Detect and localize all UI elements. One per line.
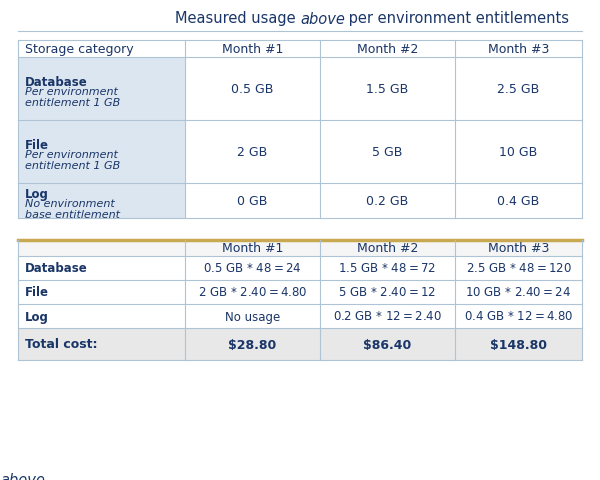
Bar bbox=[18, 240, 582, 360]
Text: 0.4 GB * $12 = $4.80: 0.4 GB * $12 = $4.80 bbox=[464, 310, 573, 323]
Text: File: File bbox=[25, 286, 49, 299]
Text: Month #1: Month #1 bbox=[222, 242, 283, 255]
Text: Log: Log bbox=[25, 188, 49, 201]
Bar bbox=[18, 256, 582, 280]
Text: 0.5 GB: 0.5 GB bbox=[232, 83, 274, 96]
Text: 0.2 GB: 0.2 GB bbox=[367, 194, 409, 207]
Bar bbox=[18, 328, 582, 360]
Text: entitlement 1 GB: entitlement 1 GB bbox=[25, 98, 120, 108]
Text: $28.80: $28.80 bbox=[229, 338, 277, 351]
Text: 10 GB * $2.40 = $24: 10 GB * $2.40 = $24 bbox=[466, 286, 572, 299]
Text: 0.4 GB: 0.4 GB bbox=[497, 194, 539, 207]
Text: 0.2 GB * $12 = $2.40: 0.2 GB * $12 = $2.40 bbox=[333, 310, 442, 323]
Text: Month #2: Month #2 bbox=[357, 43, 418, 56]
Text: 2 GB * $2.40 = $4.80: 2 GB * $2.40 = $4.80 bbox=[198, 286, 307, 299]
Text: No usage: No usage bbox=[225, 310, 280, 323]
Text: Database: Database bbox=[25, 76, 88, 89]
Text: File: File bbox=[25, 139, 49, 152]
Text: per environment entitlements: per environment entitlements bbox=[344, 12, 569, 26]
Text: 2.5 GB * $48 = $120: 2.5 GB * $48 = $120 bbox=[466, 262, 571, 275]
Bar bbox=[185, 121, 582, 184]
Text: Per environment: Per environment bbox=[25, 87, 118, 97]
Text: Month #1: Month #1 bbox=[222, 43, 283, 56]
Text: Month #3: Month #3 bbox=[488, 242, 549, 255]
Text: 0.5 GB * $48 = $24: 0.5 GB * $48 = $24 bbox=[203, 262, 302, 275]
Text: 2.5 GB: 2.5 GB bbox=[497, 83, 539, 96]
Bar bbox=[18, 121, 185, 184]
Bar bbox=[18, 41, 582, 58]
Bar bbox=[18, 304, 582, 328]
Text: above: above bbox=[300, 12, 345, 26]
Text: 5 GB * $2.40 = $12: 5 GB * $2.40 = $12 bbox=[338, 286, 437, 299]
Text: 1.5 GB * $48 = $72: 1.5 GB * $48 = $72 bbox=[338, 262, 437, 275]
Text: 5 GB: 5 GB bbox=[373, 146, 403, 159]
Bar bbox=[18, 184, 185, 218]
Text: Month #2: Month #2 bbox=[357, 242, 418, 255]
Bar bbox=[18, 280, 582, 304]
Text: $148.80: $148.80 bbox=[490, 338, 547, 351]
Text: base entitlement: base entitlement bbox=[25, 210, 120, 219]
Text: above: above bbox=[1, 471, 46, 480]
Bar bbox=[185, 58, 582, 121]
Text: 2 GB: 2 GB bbox=[238, 146, 268, 159]
Text: 1.5 GB: 1.5 GB bbox=[367, 83, 409, 96]
Text: $86.40: $86.40 bbox=[364, 338, 412, 351]
Text: Storage category: Storage category bbox=[25, 43, 134, 56]
Bar bbox=[18, 58, 185, 121]
Bar bbox=[185, 184, 582, 218]
Text: Measured usage: Measured usage bbox=[175, 12, 300, 26]
Text: Month #3: Month #3 bbox=[488, 43, 549, 56]
Text: 0 GB: 0 GB bbox=[238, 194, 268, 207]
Text: Total cost:: Total cost: bbox=[25, 338, 97, 351]
Text: 10 GB: 10 GB bbox=[499, 146, 538, 159]
Text: No environment: No environment bbox=[25, 199, 115, 209]
Text: Log: Log bbox=[25, 310, 49, 323]
Text: entitlement 1 GB: entitlement 1 GB bbox=[25, 161, 120, 171]
Text: Per environment: Per environment bbox=[25, 150, 118, 160]
Text: Database: Database bbox=[25, 262, 88, 275]
